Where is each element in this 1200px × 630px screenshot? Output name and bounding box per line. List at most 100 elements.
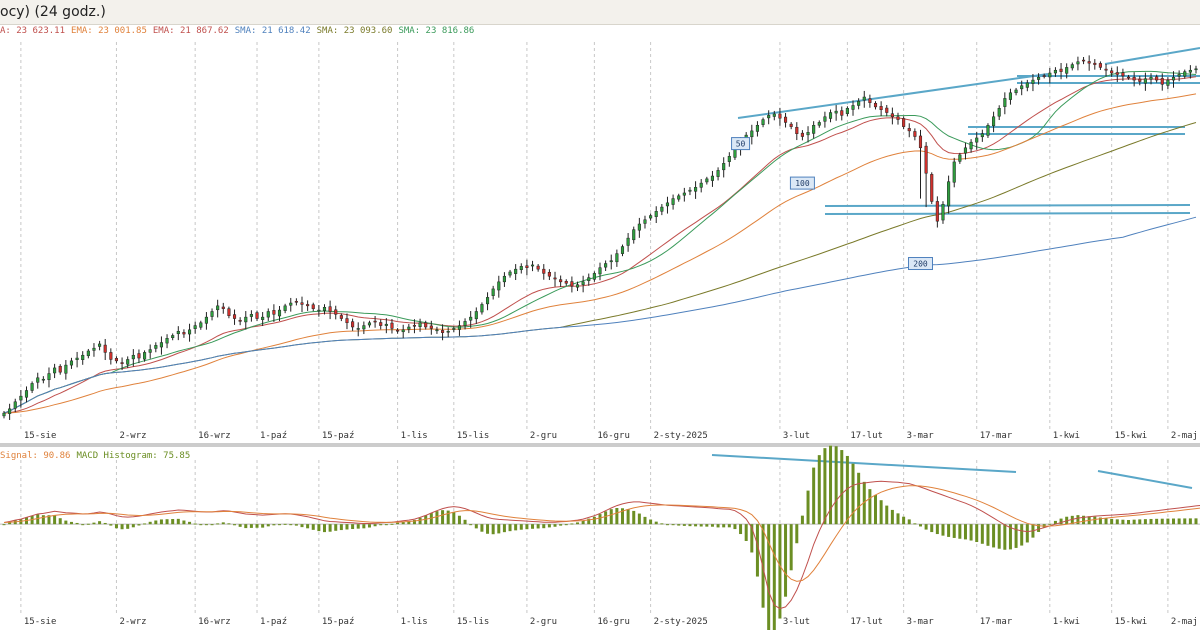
- candle-body: [609, 260, 613, 263]
- candle-body: [109, 352, 113, 360]
- ema-line: [3, 93, 1197, 414]
- macd-histogram-bar: [817, 455, 821, 525]
- candle-body: [334, 309, 338, 315]
- candle-body: [952, 161, 956, 183]
- macd-histogram-bar: [525, 524, 529, 530]
- ma-label-box: [731, 137, 751, 151]
- candle-body: [873, 102, 878, 108]
- candle-body: [30, 383, 34, 391]
- macd-histogram-bar: [339, 524, 343, 531]
- candle-body: [148, 349, 152, 353]
- macd-histogram-bar: [463, 519, 467, 525]
- macd-histogram-bar: [902, 516, 906, 525]
- candle-body: [812, 124, 816, 134]
- x-tick-label: 3-mar: [907, 431, 935, 441]
- moving-averages: [3, 70, 1197, 414]
- macd-histogram-bar: [812, 467, 816, 525]
- candle-body: [210, 311, 214, 317]
- candle-body: [727, 156, 731, 162]
- signal-line: [3, 485, 1200, 582]
- candle-body: [997, 108, 1001, 117]
- x-tick-label: 15-lis: [457, 617, 490, 627]
- candle-body: [283, 305, 287, 311]
- macd-histogram-bar: [1098, 517, 1102, 525]
- macd-histogram-bar: [1082, 515, 1086, 525]
- x-tick-label: 1-lis: [401, 617, 428, 627]
- macd-histogram-bar: [120, 524, 124, 530]
- candle-body: [536, 265, 540, 270]
- macd-histogram-bar: [306, 524, 310, 529]
- macd-histogram-bar: [362, 524, 366, 529]
- macd-histogram-bar: [874, 494, 878, 525]
- indicator-value: A: 23 623.11: [0, 26, 66, 36]
- macd-histogram-bar: [221, 522, 225, 525]
- macd-histogram-bar: [851, 463, 855, 525]
- macd-histogram-bar: [952, 524, 956, 538]
- candle-body: [1121, 72, 1125, 77]
- macd-histogram-bar: [345, 524, 349, 530]
- candle-body: [817, 122, 821, 126]
- candle-body: [626, 237, 630, 246]
- candle-body: [755, 124, 759, 132]
- x-tick-label: 1-paź: [260, 431, 287, 441]
- candle-body: [1025, 82, 1029, 88]
- candle-body: [75, 357, 79, 360]
- macd-histogram-bar: [862, 481, 866, 525]
- candle-body: [519, 266, 523, 270]
- candle-body: [339, 315, 343, 319]
- candle-body: [1160, 78, 1164, 85]
- candle-body: [53, 367, 57, 374]
- candle-body: [407, 326, 411, 330]
- candle-body: [963, 147, 968, 154]
- macd-histogram-bar: [1143, 519, 1147, 525]
- candle-body: [761, 119, 765, 125]
- macd-histogram-bar: [716, 524, 720, 528]
- candle-body: [969, 141, 973, 150]
- indicator-value: SMA: 21 618.42: [234, 26, 311, 36]
- candle-body: [1183, 71, 1187, 77]
- candle-body: [705, 178, 709, 183]
- x-tick-label: 15-kwi: [1115, 431, 1148, 441]
- candle-body: [1177, 74, 1181, 77]
- candle-body: [480, 304, 484, 313]
- indicator-value: SMA: 23 093.60: [316, 26, 393, 36]
- macd-histogram-bar: [975, 524, 979, 543]
- macd-histogram-bar: [834, 446, 838, 525]
- macd-histogram-bar: [694, 524, 698, 527]
- x-tick-label: 16-gru: [597, 431, 630, 441]
- macd-histogram-bar: [784, 524, 788, 597]
- candle-body: [266, 311, 270, 318]
- candle-body: [182, 332, 186, 335]
- macd-histogram-bar: [963, 524, 967, 540]
- candle-body: [328, 306, 332, 312]
- candle-body: [424, 322, 428, 328]
- candle-body: [828, 112, 833, 119]
- candle-body: [823, 116, 827, 122]
- macd-histogram-bar: [1121, 519, 1125, 525]
- x-tick-label: 1-kwi: [1053, 431, 1080, 441]
- candle-body: [1188, 69, 1192, 73]
- candle-body: [598, 267, 602, 275]
- macd-histogram-bar: [682, 524, 686, 526]
- candle-body: [896, 116, 900, 120]
- candle-body: [1081, 59, 1086, 62]
- macd-histogram-bar: [36, 514, 40, 525]
- candle-body: [575, 284, 580, 288]
- candle-body: [497, 281, 501, 291]
- macd-legend-value: Signal: 90.86: [0, 451, 71, 461]
- macd-histogram-bar: [699, 524, 703, 527]
- candle-body: [620, 246, 625, 254]
- macd-histogram-bar: [1177, 518, 1181, 525]
- macd-histogram-bar: [806, 490, 810, 525]
- candle-body: [187, 329, 192, 335]
- candle-body: [795, 126, 799, 134]
- macd-histogram-bar: [407, 521, 411, 525]
- macd-histogram-bar: [154, 520, 158, 525]
- macd-histogram-bar: [289, 524, 293, 526]
- candle-body: [390, 322, 394, 329]
- candle-body: [13, 401, 17, 409]
- macd-histogram-bar: [744, 524, 748, 541]
- macd-histogram-bar: [626, 509, 630, 525]
- macd-histogram-bar: [300, 524, 304, 528]
